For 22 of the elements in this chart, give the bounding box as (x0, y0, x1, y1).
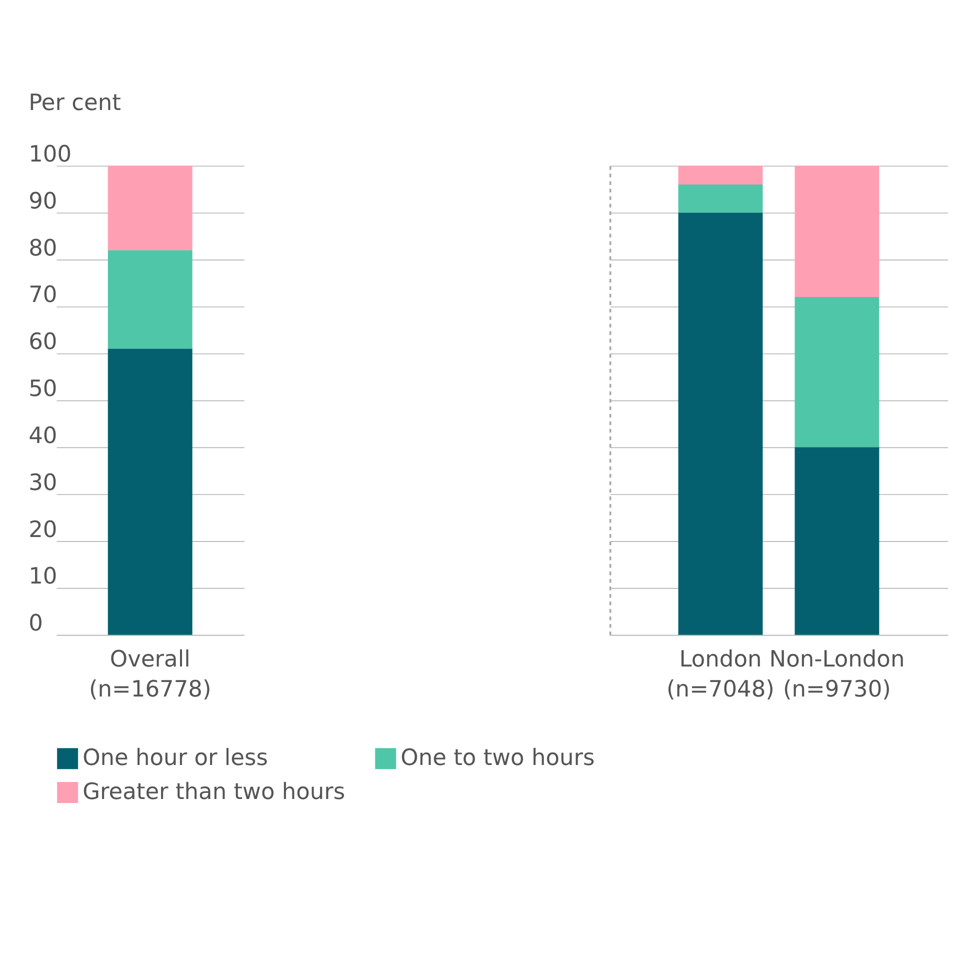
y-tick-label: 80 (28, 235, 58, 262)
bar (678, 166, 763, 184)
bar (794, 447, 880, 635)
y-tick-label: 50 (28, 376, 58, 402)
y-axis-title: Per cent (28, 90, 122, 116)
y-tick-label: 10 (28, 564, 58, 590)
y-tick-label: 90 (28, 188, 58, 214)
bar (794, 166, 880, 298)
legend-label: One hour or less (82, 745, 268, 772)
y-tick-label: 60 (28, 329, 58, 356)
bar (678, 212, 763, 635)
y-tick-label: 30 (28, 470, 58, 496)
y-tick-label: 40 (28, 422, 58, 449)
bar (678, 184, 763, 213)
y-tick-label: 20 (28, 516, 58, 543)
bar (794, 297, 880, 448)
y-tick-label: 70 (28, 282, 58, 308)
y-tick-label: 0 (28, 610, 43, 637)
legend-label: One to two hours (400, 745, 595, 772)
x-tick-label: Overall (n=16778) (88, 646, 212, 702)
y-tick-label: 100 (28, 141, 72, 168)
legend-label: Greater than two hours (82, 779, 346, 806)
